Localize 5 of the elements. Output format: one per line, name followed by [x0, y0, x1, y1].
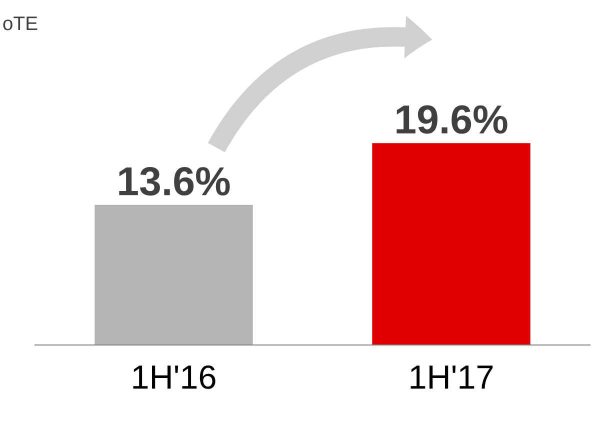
data-label: 13.6%	[119, 167, 230, 196]
data-label: 19.6%	[396, 105, 508, 134]
x-tick-label: 1H'17	[410, 366, 493, 389]
chart-title: oTE	[3, 16, 38, 30]
x-tick-label: 1H'16	[133, 365, 216, 389]
